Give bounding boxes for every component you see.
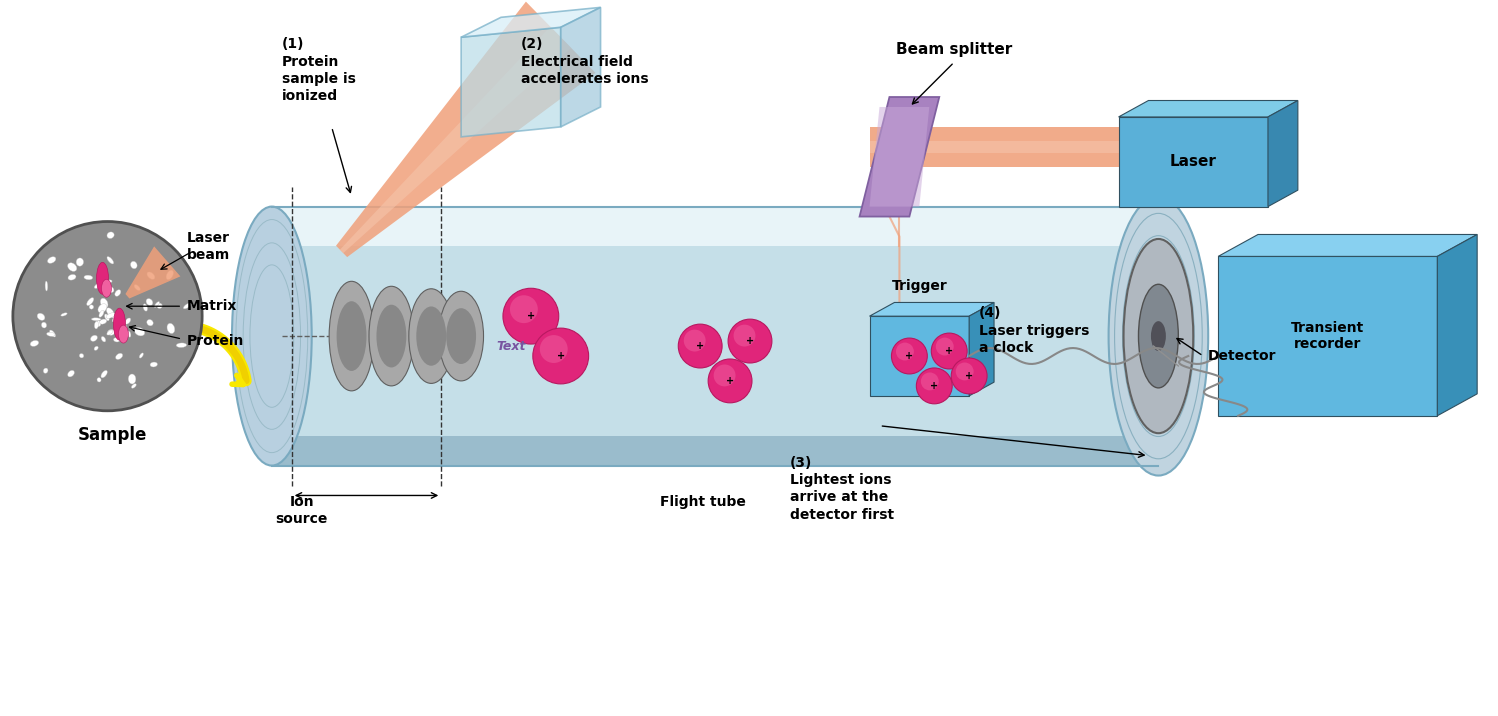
- Ellipse shape: [106, 232, 114, 238]
- Circle shape: [917, 368, 953, 404]
- Text: +: +: [527, 311, 535, 321]
- Circle shape: [728, 319, 771, 363]
- Polygon shape: [461, 7, 601, 37]
- Ellipse shape: [61, 313, 67, 316]
- Circle shape: [539, 335, 568, 363]
- Text: Transient
recorder: Transient recorder: [1291, 321, 1365, 351]
- Circle shape: [951, 358, 987, 394]
- Polygon shape: [126, 246, 180, 299]
- Text: +: +: [930, 381, 938, 391]
- Ellipse shape: [1124, 239, 1194, 433]
- Ellipse shape: [100, 370, 108, 378]
- Ellipse shape: [42, 322, 46, 328]
- Text: Beam splitter: Beam splitter: [896, 42, 1013, 57]
- Ellipse shape: [157, 303, 162, 309]
- Ellipse shape: [79, 354, 84, 358]
- Ellipse shape: [183, 303, 192, 309]
- Circle shape: [734, 324, 755, 347]
- Ellipse shape: [232, 207, 312, 465]
- Text: +: +: [965, 371, 974, 381]
- Ellipse shape: [94, 321, 99, 329]
- Polygon shape: [1119, 117, 1267, 207]
- Ellipse shape: [1138, 284, 1179, 388]
- Ellipse shape: [94, 282, 103, 289]
- Ellipse shape: [102, 279, 111, 297]
- Ellipse shape: [112, 317, 115, 322]
- Ellipse shape: [147, 319, 153, 326]
- Polygon shape: [969, 302, 995, 396]
- Polygon shape: [271, 436, 1158, 465]
- Text: Ion
source: Ion source: [276, 495, 328, 526]
- Polygon shape: [271, 207, 1158, 465]
- Ellipse shape: [103, 280, 112, 284]
- Ellipse shape: [154, 301, 159, 307]
- Ellipse shape: [67, 274, 76, 280]
- Ellipse shape: [177, 343, 187, 347]
- Ellipse shape: [43, 368, 48, 373]
- Polygon shape: [869, 107, 929, 207]
- Ellipse shape: [105, 286, 114, 293]
- Ellipse shape: [147, 299, 153, 306]
- Text: +: +: [746, 336, 753, 346]
- Circle shape: [891, 338, 927, 374]
- Ellipse shape: [100, 298, 108, 308]
- Text: Sample: Sample: [78, 426, 147, 444]
- Text: Matrix: Matrix: [187, 299, 238, 313]
- Text: Laser: Laser: [1170, 154, 1216, 169]
- Ellipse shape: [102, 337, 106, 342]
- Text: +: +: [905, 351, 914, 361]
- Ellipse shape: [127, 331, 130, 337]
- Polygon shape: [860, 97, 939, 216]
- Ellipse shape: [97, 304, 106, 313]
- Polygon shape: [869, 316, 969, 396]
- Ellipse shape: [132, 384, 136, 388]
- Text: Laser
beam: Laser beam: [187, 231, 231, 261]
- Ellipse shape: [30, 340, 39, 347]
- Ellipse shape: [94, 347, 99, 350]
- Ellipse shape: [87, 298, 94, 306]
- Ellipse shape: [114, 308, 126, 340]
- Ellipse shape: [121, 324, 126, 329]
- Ellipse shape: [99, 310, 103, 317]
- Text: Protein: Protein: [187, 334, 244, 348]
- Ellipse shape: [90, 335, 97, 342]
- Text: +: +: [557, 351, 565, 361]
- Circle shape: [533, 328, 589, 384]
- Circle shape: [683, 329, 706, 352]
- Ellipse shape: [96, 262, 108, 294]
- Circle shape: [13, 221, 202, 411]
- Polygon shape: [340, 26, 571, 253]
- Ellipse shape: [105, 314, 109, 321]
- Ellipse shape: [37, 313, 45, 320]
- Ellipse shape: [49, 330, 55, 337]
- Ellipse shape: [99, 319, 106, 324]
- Circle shape: [503, 289, 559, 344]
- Ellipse shape: [1150, 321, 1165, 351]
- Text: Detector: Detector: [1209, 349, 1276, 363]
- Ellipse shape: [337, 301, 367, 371]
- Circle shape: [509, 295, 538, 323]
- Ellipse shape: [45, 281, 48, 291]
- Text: Trigger: Trigger: [891, 279, 947, 293]
- Ellipse shape: [129, 374, 136, 384]
- Polygon shape: [869, 302, 995, 316]
- Ellipse shape: [115, 353, 123, 359]
- Polygon shape: [560, 7, 601, 127]
- Circle shape: [932, 333, 968, 369]
- Text: +: +: [697, 341, 704, 351]
- Ellipse shape: [91, 318, 100, 321]
- Text: (2)
Electrical field
accelerates ions: (2) Electrical field accelerates ions: [521, 37, 649, 86]
- Circle shape: [679, 324, 722, 368]
- Text: +: +: [945, 346, 953, 356]
- Ellipse shape: [135, 285, 141, 291]
- Ellipse shape: [126, 318, 130, 324]
- Polygon shape: [1267, 100, 1297, 207]
- Ellipse shape: [46, 332, 55, 337]
- Ellipse shape: [96, 321, 100, 326]
- Ellipse shape: [90, 305, 94, 309]
- Text: (3)
Lightest ions
arrive at the
detector first: (3) Lightest ions arrive at the detector…: [789, 455, 894, 521]
- Ellipse shape: [150, 362, 157, 367]
- Ellipse shape: [76, 258, 84, 266]
- Polygon shape: [1218, 256, 1437, 416]
- Ellipse shape: [114, 338, 120, 342]
